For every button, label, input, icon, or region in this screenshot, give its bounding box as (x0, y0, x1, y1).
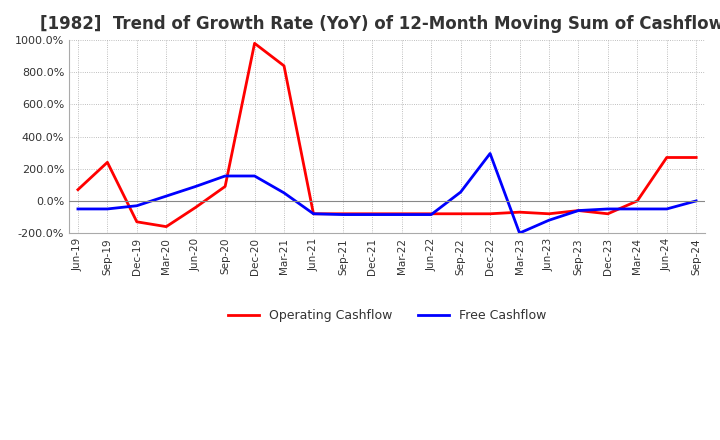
Operating Cashflow (192, 205, 200, 210)
Operating Cashflow (456, 211, 465, 216)
Operating Cashflow (574, 208, 582, 213)
Operating Cashflow (73, 187, 82, 192)
Operating Cashflow (692, 155, 701, 160)
Free Cashflow (427, 212, 436, 217)
Line: Operating Cashflow: Operating Cashflow (78, 43, 696, 227)
Free Cashflow (662, 206, 671, 212)
Operating Cashflow (516, 209, 524, 215)
Free Cashflow (309, 211, 318, 216)
Free Cashflow (692, 198, 701, 204)
Operating Cashflow (427, 211, 436, 216)
Free Cashflow (397, 212, 406, 217)
Free Cashflow (456, 190, 465, 195)
Operating Cashflow (338, 211, 347, 216)
Operating Cashflow (544, 211, 553, 216)
Operating Cashflow (162, 224, 171, 229)
Free Cashflow (516, 231, 524, 236)
Free Cashflow (574, 208, 582, 213)
Operating Cashflow (251, 40, 259, 46)
Operating Cashflow (103, 160, 112, 165)
Free Cashflow (221, 173, 230, 179)
Line: Free Cashflow: Free Cashflow (78, 154, 696, 233)
Operating Cashflow (279, 63, 288, 69)
Free Cashflow (279, 190, 288, 195)
Operating Cashflow (309, 211, 318, 216)
Free Cashflow (368, 212, 377, 217)
Operating Cashflow (486, 211, 495, 216)
Free Cashflow (73, 206, 82, 212)
Operating Cashflow (633, 198, 642, 204)
Free Cashflow (544, 217, 553, 223)
Free Cashflow (132, 203, 141, 209)
Free Cashflow (103, 206, 112, 212)
Operating Cashflow (397, 211, 406, 216)
Operating Cashflow (221, 184, 230, 189)
Legend: Operating Cashflow, Free Cashflow: Operating Cashflow, Free Cashflow (223, 304, 552, 327)
Free Cashflow (603, 206, 612, 212)
Free Cashflow (338, 212, 347, 217)
Operating Cashflow (603, 211, 612, 216)
Title: [1982]  Trend of Growth Rate (YoY) of 12-Month Moving Sum of Cashflows: [1982] Trend of Growth Rate (YoY) of 12-… (40, 15, 720, 33)
Operating Cashflow (368, 211, 377, 216)
Free Cashflow (486, 151, 495, 156)
Operating Cashflow (132, 219, 141, 224)
Free Cashflow (192, 184, 200, 189)
Free Cashflow (162, 194, 171, 199)
Operating Cashflow (662, 155, 671, 160)
Free Cashflow (633, 206, 642, 212)
Free Cashflow (251, 173, 259, 179)
